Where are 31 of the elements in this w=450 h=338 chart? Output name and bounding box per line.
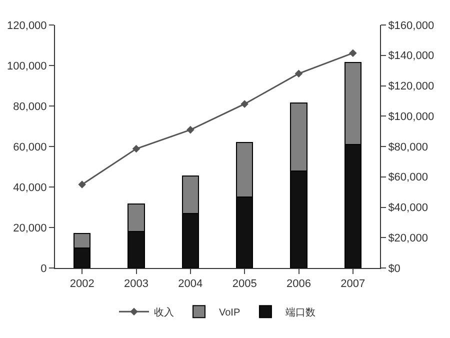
y2-tick-label: $100,000 xyxy=(388,110,434,123)
point xyxy=(186,126,194,134)
y-tick-label: 20,000 xyxy=(13,222,47,234)
point xyxy=(78,180,86,188)
x-tick-label: 2007 xyxy=(340,278,366,290)
point xyxy=(349,49,357,57)
y-tick-label: 80,000 xyxy=(13,100,47,113)
y2-tick-label: $20,000 xyxy=(388,232,428,244)
y-tick-label: 60,000 xyxy=(13,141,47,154)
y2-tick-label: $80,000 xyxy=(388,141,428,154)
y-tick-label: 100,000 xyxy=(7,60,47,72)
x-tick-label: 2004 xyxy=(178,278,203,290)
y2-tick-label: $0 xyxy=(388,262,400,275)
y-tick-label: 120,000 xyxy=(7,20,47,32)
x-tick-label: 2006 xyxy=(286,278,311,290)
y-tick-label: 0 xyxy=(40,262,47,275)
legend-label: 端口数 xyxy=(285,306,316,319)
x-tick-label: 2003 xyxy=(124,278,148,290)
point xyxy=(240,100,248,108)
x-tick-label: 2002 xyxy=(70,278,94,290)
legend-label: 收入 xyxy=(154,306,174,319)
y2-tick-label: $60,000 xyxy=(388,172,428,184)
legend-label: VoIP xyxy=(219,308,240,319)
y2-tick-label: $40,000 xyxy=(388,202,428,214)
point xyxy=(132,144,140,153)
point xyxy=(294,70,303,78)
y-tick-label: 40,000 xyxy=(13,182,47,194)
y2-tick-label: $120,000 xyxy=(388,80,434,93)
x-tick-label: 2005 xyxy=(232,278,257,290)
y2-tick-label: $160,000 xyxy=(388,20,434,32)
y2-tick-label: $140,000 xyxy=(388,50,434,62)
